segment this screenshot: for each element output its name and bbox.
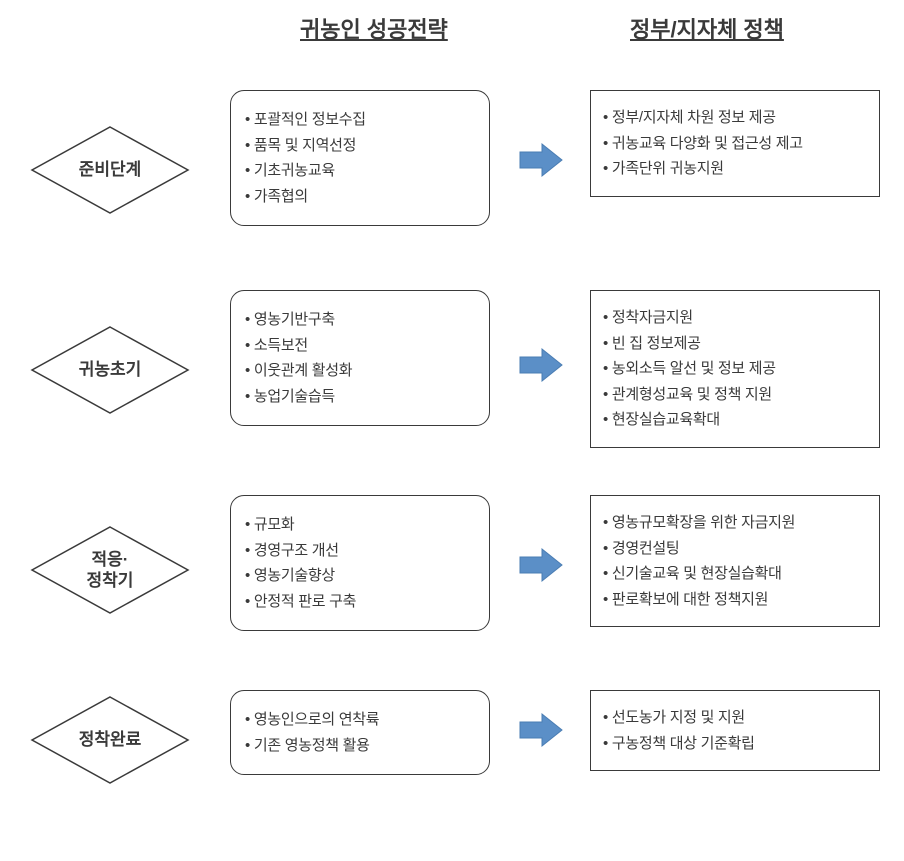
strategy-box: 포괄적인 정보수집품목 및 지역선정기초귀농교육가족협의	[230, 90, 490, 226]
policy-item: 현장실습교육확대	[603, 407, 867, 433]
policy-item: 신기술교육 및 현장실습확대	[603, 561, 867, 587]
strategy-item: 기존 영농정책 활용	[245, 733, 475, 759]
arrow-icon	[516, 140, 566, 180]
arrow-icon	[516, 345, 566, 385]
policy-item: 농외소득 알선 및 정보 제공	[603, 356, 867, 382]
strategy-box: 규모화경영구조 개선영농기술향상안정적 판로 구축	[230, 495, 490, 631]
stage-diamond-wrap: 적응· 정착기	[20, 525, 200, 615]
policy-item: 빈 집 정보제공	[603, 331, 867, 357]
strategy-list: 영농인으로의 연착륙기존 영농정책 활용	[245, 707, 475, 758]
stage-label: 적응· 정착기	[30, 525, 190, 615]
strategy-item: 농업기술습득	[245, 384, 475, 410]
strategy-list: 포괄적인 정보수집품목 및 지역선정기초귀농교육가족협의	[245, 107, 475, 209]
strategy-item: 규모화	[245, 512, 475, 538]
stage-diamond-wrap: 귀농초기	[20, 325, 200, 415]
strategy-item: 경영구조 개선	[245, 538, 475, 564]
strategy-list: 규모화경영구조 개선영농기술향상안정적 판로 구축	[245, 512, 475, 614]
strategy-box: 영농인으로의 연착륙기존 영농정책 활용	[230, 690, 490, 775]
strategy-item: 품목 및 지역선정	[245, 133, 475, 159]
stage-label: 준비단계	[30, 125, 190, 215]
policy-list: 영농규모확장을 위한 자금지원경영컨설팅신기술교육 및 현장실습확대판로확보에 …	[603, 510, 867, 612]
stage-diamond: 귀농초기	[30, 325, 190, 415]
strategy-list: 영농기반구축소득보전이웃관계 활성화농업기술습득	[245, 307, 475, 409]
strategy-item: 가족협의	[245, 184, 475, 210]
strategy-item: 영농기반구축	[245, 307, 475, 333]
policy-box: 영농규모확장을 위한 자금지원경영컨설팅신기술교육 및 현장실습확대판로확보에 …	[590, 495, 880, 627]
stage-label: 귀농초기	[30, 325, 190, 415]
strategy-box: 영농기반구축소득보전이웃관계 활성화농업기술습득	[230, 290, 490, 426]
policy-item: 가족단위 귀농지원	[603, 156, 867, 182]
stage-diamond-wrap: 정착완료	[20, 695, 200, 785]
stage-diamond: 적응· 정착기	[30, 525, 190, 615]
policy-item: 영농규모확장을 위한 자금지원	[603, 510, 867, 536]
strategy-item: 영농인으로의 연착륙	[245, 707, 475, 733]
policy-box: 선도농가 지정 및 지원구농정책 대상 기준확립	[590, 690, 880, 771]
policy-item: 구농정책 대상 기준확립	[603, 731, 867, 757]
policy-list: 선도농가 지정 및 지원구농정책 대상 기준확립	[603, 705, 867, 756]
stage-label: 정착완료	[30, 695, 190, 785]
policy-box: 정부/지자체 차원 정보 제공귀농교육 다양화 및 접근성 제고가족단위 귀농지…	[590, 90, 880, 197]
policy-box: 정착자금지원빈 집 정보제공농외소득 알선 및 정보 제공관계형성교육 및 정책…	[590, 290, 880, 448]
strategy-item: 이웃관계 활성화	[245, 358, 475, 384]
strategy-item: 영농기술향상	[245, 563, 475, 589]
stage-diamond-wrap: 준비단계	[20, 125, 200, 215]
stage-diamond: 정착완료	[30, 695, 190, 785]
policy-list: 정부/지자체 차원 정보 제공귀농교육 다양화 및 접근성 제고가족단위 귀농지…	[603, 105, 867, 182]
policy-item: 경영컨설팅	[603, 536, 867, 562]
policy-item: 정착자금지원	[603, 305, 867, 331]
arrow-icon	[516, 545, 566, 585]
policy-list: 정착자금지원빈 집 정보제공농외소득 알선 및 정보 제공관계형성교육 및 정책…	[603, 305, 867, 433]
policy-item: 귀농교육 다양화 및 접근성 제고	[603, 131, 867, 157]
policy-item: 정부/지자체 차원 정보 제공	[603, 105, 867, 131]
arrow-icon	[516, 710, 566, 750]
strategy-item: 소득보전	[245, 333, 475, 359]
policy-item: 선도농가 지정 및 지원	[603, 705, 867, 731]
policy-item: 판로확보에 대한 정책지원	[603, 587, 867, 613]
header-row: 귀농인 성공전략 정부/지자체 정책	[0, 12, 904, 52]
strategy-item: 안정적 판로 구축	[245, 589, 475, 615]
stage-diamond: 준비단계	[30, 125, 190, 215]
policy-header: 정부/지자체 정책	[630, 12, 784, 44]
strategy-item: 포괄적인 정보수집	[245, 107, 475, 133]
strategy-header: 귀농인 성공전략	[300, 12, 448, 44]
strategy-item: 기초귀농교육	[245, 158, 475, 184]
policy-item: 관계형성교육 및 정책 지원	[603, 382, 867, 408]
